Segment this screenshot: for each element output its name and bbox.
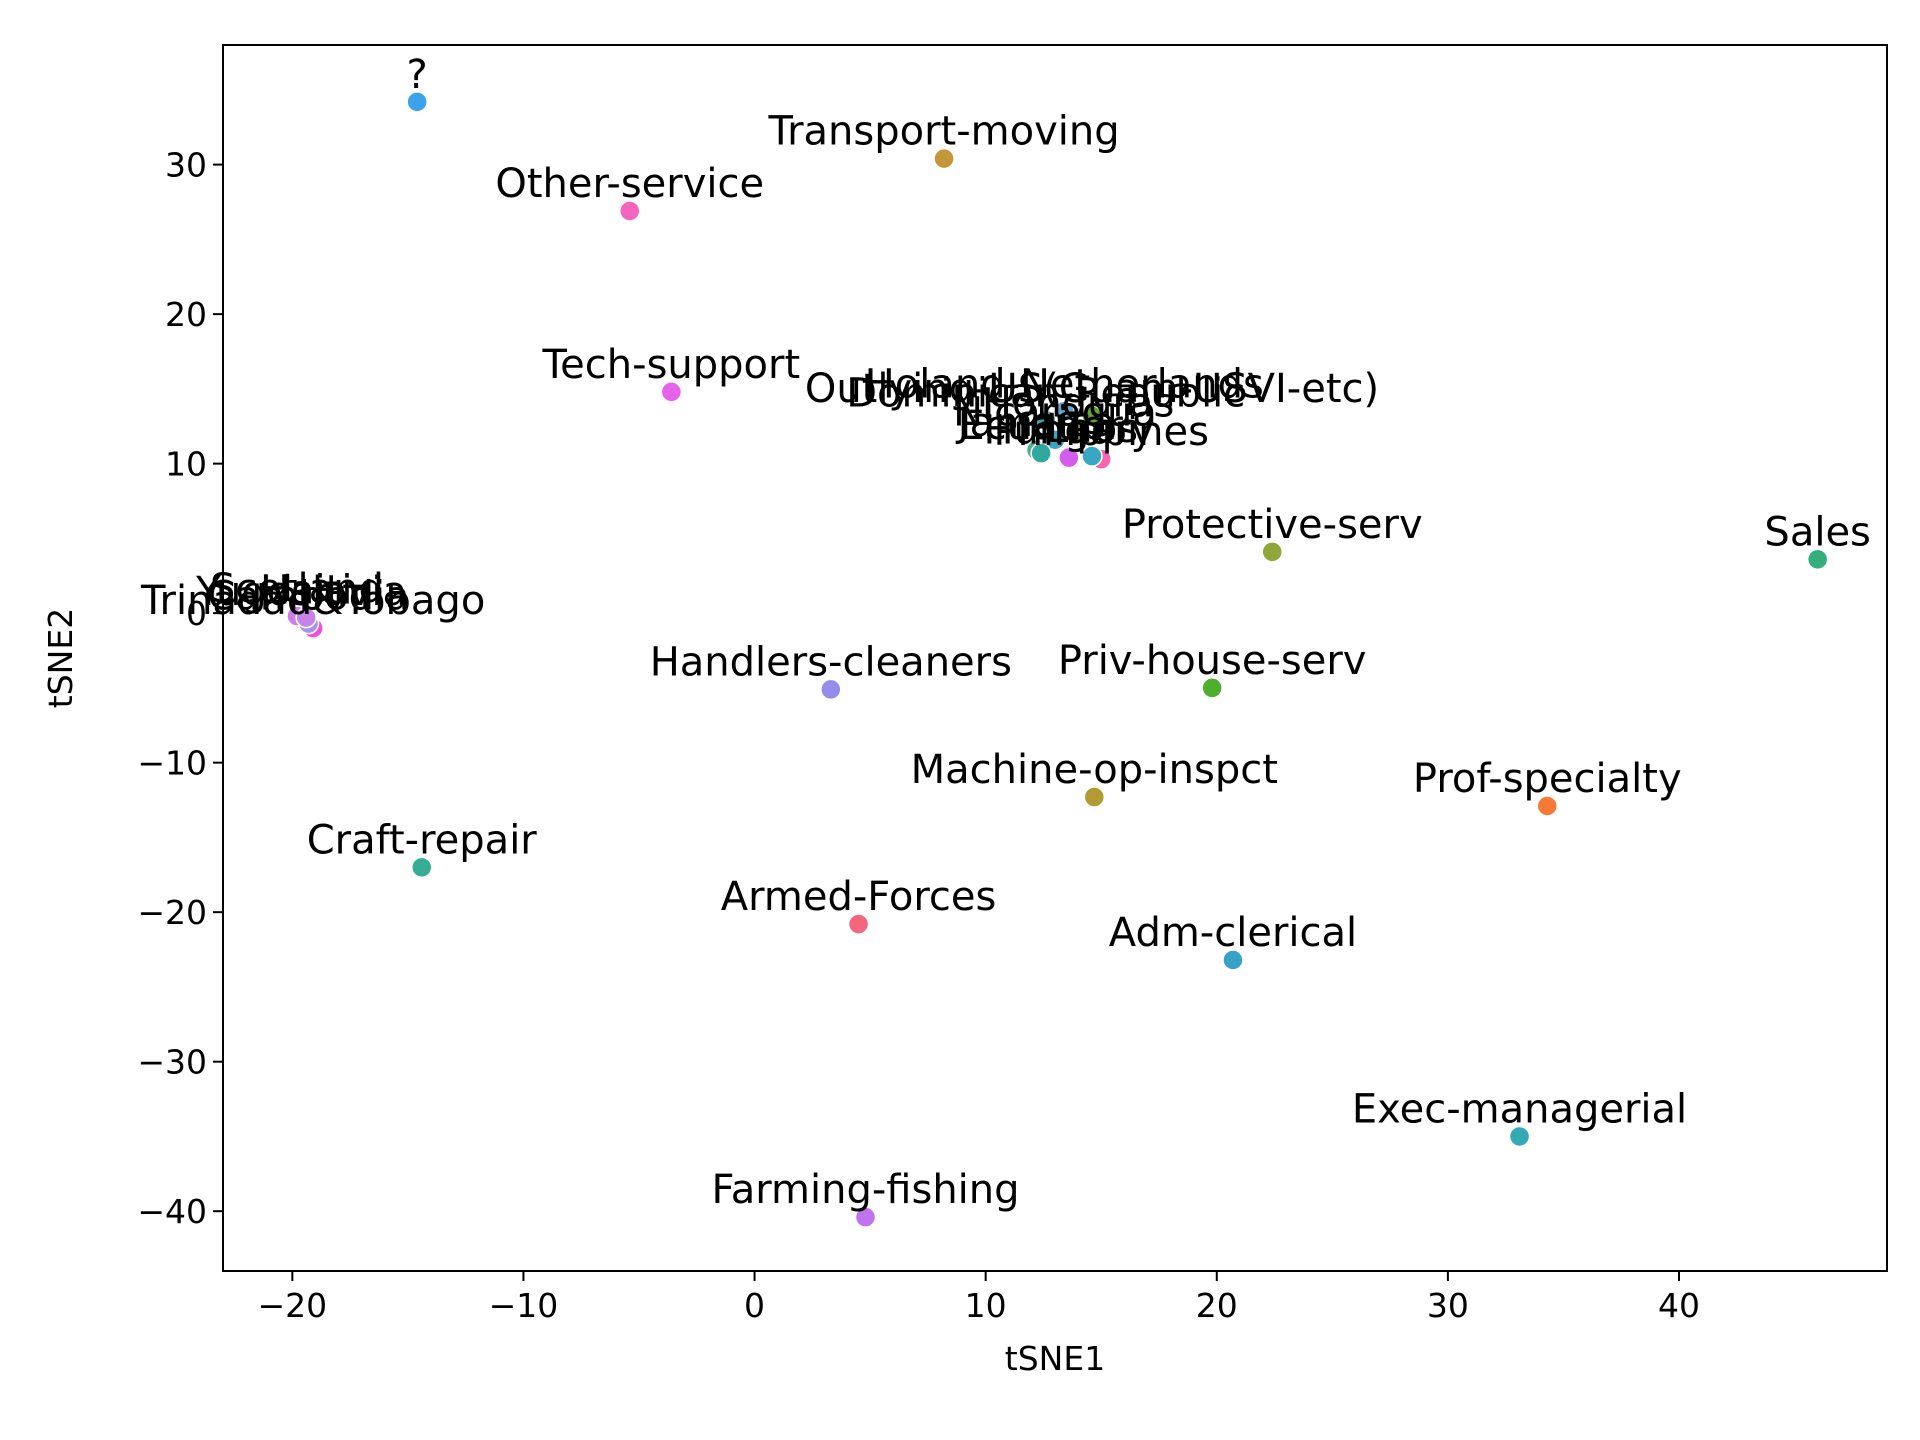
point-label: Honduras: [982, 381, 1174, 427]
scatter-point: [820, 678, 842, 701]
x-tick-label: 0: [744, 1286, 765, 1325]
scatter-point: [1222, 949, 1244, 971]
point-label: Craft-repair: [307, 817, 538, 863]
scatter-point: [411, 856, 433, 879]
point-label: Armed-Forces: [721, 874, 997, 920]
scatter-point: [660, 381, 683, 403]
point-label: Cambodia: [207, 574, 409, 620]
point-label: Haiti: [260, 568, 353, 614]
scatter-point: [1083, 786, 1106, 808]
x-tick-label: 30: [1427, 1286, 1469, 1325]
scatter-point: [1044, 428, 1066, 451]
point-label: Protective-serv: [1122, 502, 1423, 548]
y-tick-label: 0: [186, 594, 207, 633]
plot-frame: [222, 44, 1888, 1272]
point-label: Scotland: [210, 566, 384, 612]
scatter-point: [1261, 541, 1283, 563]
x-tick-label: 20: [1196, 1286, 1238, 1325]
points-layer: [286, 91, 1829, 1228]
scatter-point: [847, 913, 870, 935]
point-label: Machine-op-inspct: [911, 747, 1278, 793]
point-label: Sales: [1764, 509, 1870, 555]
scatter-point: [1508, 1125, 1531, 1148]
y-tick-label: 30: [165, 146, 207, 185]
point-label: Holand-Netherlands: [865, 361, 1264, 407]
x-tick-label: −20: [258, 1286, 328, 1325]
y-tick-label: −40: [137, 1192, 207, 1231]
y-axis-ticks: −40 −30 −20 −10 0 10 20 30: [137, 146, 223, 1231]
point-label: Laos: [1046, 406, 1138, 452]
scatter-point: [1035, 409, 1057, 432]
point-label: Nicaragua: [953, 390, 1157, 436]
x-tick-label: 40: [1658, 1286, 1700, 1325]
point-label: Prof-specialty: [1413, 756, 1682, 802]
scatter-point: [406, 91, 428, 113]
y-tick-label: −10: [137, 744, 207, 783]
scatter-point: [1067, 419, 1089, 442]
point-label: Philippines: [993, 409, 1209, 455]
scatter-point: [1081, 445, 1103, 467]
y-tick-label: −20: [137, 893, 207, 932]
x-axis-label: tSNE1: [1005, 1339, 1105, 1378]
scatter-point: [854, 1206, 877, 1228]
x-tick-label: 10: [965, 1286, 1007, 1325]
point-label: Priv-house-serv: [1058, 638, 1367, 684]
point-label: Dominican-Republic: [846, 370, 1245, 416]
point-label: ?: [407, 52, 428, 98]
point-label: Trinadad&Tobago: [140, 578, 485, 624]
scatter-point: [295, 606, 317, 629]
scatter-point: [933, 147, 955, 170]
y-tick-label: 20: [165, 295, 207, 334]
x-tick-label: −10: [489, 1286, 559, 1325]
y-tick-label: 10: [165, 445, 207, 484]
point-label: Jamaica: [955, 400, 1115, 446]
point-label: Yugoslavia: [195, 569, 407, 615]
scatter-point: [1030, 442, 1052, 464]
point-label: Handlers-cleaners: [650, 639, 1012, 685]
scatter-point: [1081, 405, 1103, 427]
scatter-point: [1058, 446, 1080, 469]
point-label: Farming-fishing: [711, 1167, 1019, 1213]
scatter-point: [1536, 795, 1559, 817]
point-label: Tech-support: [542, 342, 801, 388]
point-label: Ecuador: [959, 403, 1123, 449]
point-label: Adm-clerical: [1109, 910, 1357, 956]
point-label: Transport-moving: [768, 109, 1120, 155]
point-label: Hungary: [983, 408, 1154, 454]
y-tick-label: −30: [137, 1043, 207, 1082]
scatter-point: [1806, 548, 1829, 571]
scatter-point: [1201, 677, 1223, 699]
point-label: Other-service: [495, 161, 764, 207]
scatter-point: [619, 200, 641, 222]
point-label: Outlying-US(Guam-USVI-etc): [805, 366, 1379, 412]
x-axis-ticks: −20 −10 0 10 20 30 40: [258, 1271, 1700, 1325]
y-axis-label: tSNE2: [41, 608, 80, 708]
point-label: Exec-managerial: [1352, 1086, 1687, 1132]
scatter-point: [1053, 400, 1075, 423]
